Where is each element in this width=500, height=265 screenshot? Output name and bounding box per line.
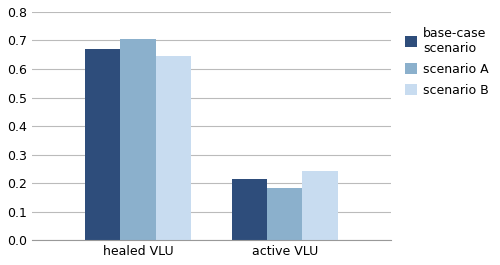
Bar (302, 171, 338, 240)
Bar (156, 56, 191, 240)
Bar (267, 188, 302, 240)
Legend: base-case
scenario, scenario A, scenario B: base-case scenario, scenario A, scenario… (401, 23, 493, 100)
Bar (120, 39, 156, 240)
Bar (85, 49, 120, 240)
Bar (232, 179, 267, 240)
